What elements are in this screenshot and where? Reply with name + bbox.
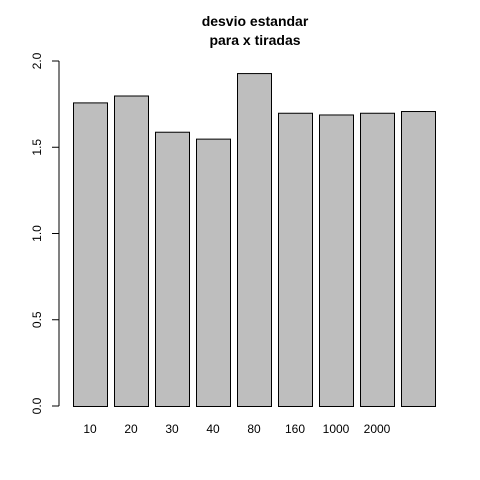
bar <box>401 111 436 408</box>
y-axis: 0.0 0.5 1.0 1.5 2.0 <box>30 52 60 414</box>
x-tick-label: 10 <box>83 422 97 436</box>
y-tick-label: 0.5 <box>30 311 44 328</box>
x-tick-label: 40 <box>206 422 220 436</box>
bar <box>155 131 190 407</box>
bar <box>319 114 354 407</box>
x-tick-label: 1000 <box>323 422 350 436</box>
bar <box>278 112 313 407</box>
bar <box>360 112 395 407</box>
bars-group <box>73 73 436 408</box>
x-tick-label: 80 <box>247 422 261 436</box>
bar <box>114 95 149 407</box>
y-tick-label: 1.5 <box>30 139 44 156</box>
x-tick-label: 30 <box>165 422 179 436</box>
bar <box>73 102 108 408</box>
bar <box>196 138 231 407</box>
y-tick-label: 1.0 <box>30 225 44 242</box>
y-tick-label: 0.0 <box>30 397 44 414</box>
chart-title-line1: desvio estandar <box>202 13 309 29</box>
x-tick-label: 2000 <box>364 422 391 436</box>
y-tick-label: 2.0 <box>30 52 44 69</box>
x-tick-label: 160 <box>285 422 305 436</box>
x-tick-labels: 10 20 30 40 80 160 1000 2000 <box>83 422 390 436</box>
bar <box>237 73 272 407</box>
x-tick-label: 20 <box>124 422 138 436</box>
chart-title-line2: para x tiradas <box>209 32 300 48</box>
